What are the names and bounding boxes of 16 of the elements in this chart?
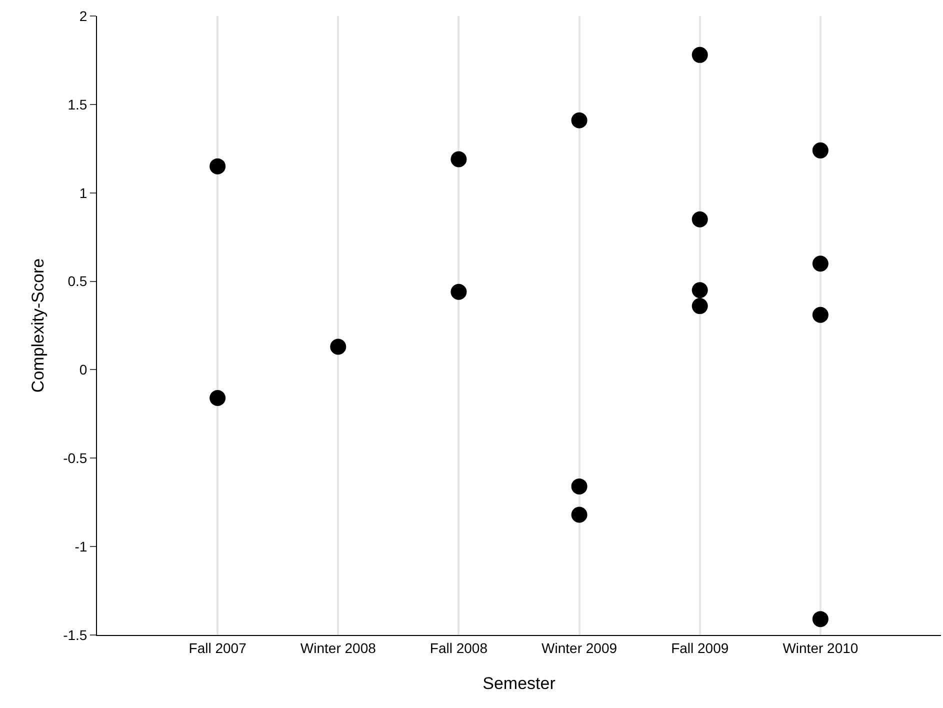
- y-tick-label: 0: [79, 362, 88, 378]
- y-tick-label: -0.5: [63, 450, 88, 466]
- y-tick-label: -1: [74, 538, 88, 554]
- x-tick-label: Fall 2008: [430, 640, 488, 656]
- x-tick-label: Fall 2007: [188, 640, 247, 656]
- y-tick-label: 1: [79, 184, 88, 201]
- x-tick-label: Winter 2009: [542, 640, 618, 656]
- x-tick-label: Fall 2009: [671, 640, 729, 656]
- y-tick-label: 0.5: [68, 273, 88, 290]
- y-axis-title: Complexity-Score: [28, 258, 48, 393]
- y-tick-label: -1.5: [63, 626, 88, 643]
- y-tick-label: 2: [79, 8, 88, 24]
- x-axis-title: Semester: [482, 674, 556, 694]
- x-tick-label: Winter 2008: [300, 640, 376, 656]
- y-tick-label: 1.5: [68, 96, 88, 112]
- x-tick-label: Winter 2010: [782, 640, 858, 656]
